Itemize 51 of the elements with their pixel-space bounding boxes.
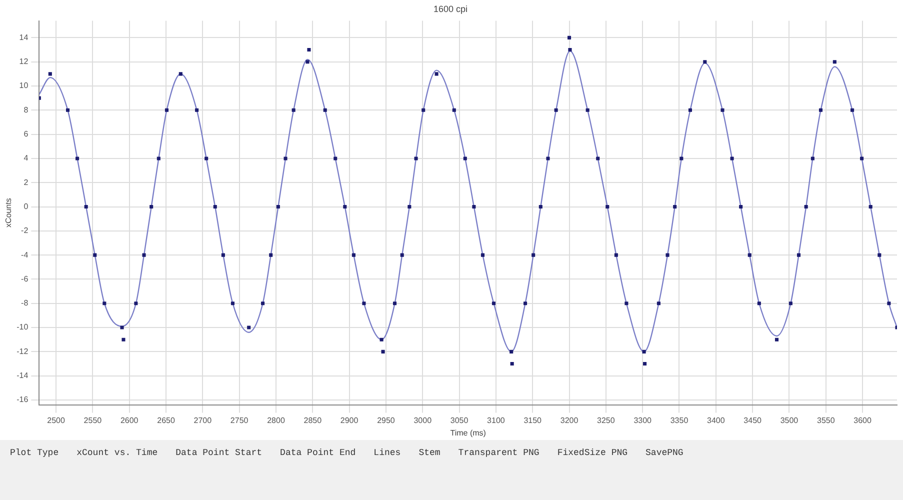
y-tick-label: -16 (16, 395, 29, 404)
x-tick-label: 3500 (780, 416, 799, 425)
x-tick-label: 3200 (560, 416, 579, 425)
y-tick-label: -12 (16, 346, 29, 356)
x-tick-label: 3600 (854, 416, 872, 425)
x-tick-label: 3550 (816, 416, 836, 425)
text: xCount vs. Time (76, 448, 158, 458)
y-tick-label: -10 (16, 322, 29, 332)
y-tick-label: 0 (24, 202, 29, 211)
y-tick-label: 14 (19, 32, 29, 42)
x-tick-label: 3450 (744, 416, 762, 425)
text: FixedSize PNG (557, 448, 628, 458)
chart-subtitle: 1600 cpi (433, 4, 468, 14)
x-tick-label: 2750 (230, 416, 249, 425)
x-tick-label: 2900 (340, 416, 359, 425)
y-tick-label: 12 (19, 57, 29, 66)
x-tick-label: 3350 (670, 416, 689, 425)
y-tick-label: -6 (21, 274, 29, 284)
y-tick-label: -2 (21, 226, 29, 236)
x-tick-label: 3000 (414, 416, 432, 425)
x-tick-label: 3150 (524, 416, 542, 425)
text: Plot Type (10, 448, 59, 458)
x-tick-label: 2600 (120, 416, 139, 425)
y-tick-label: -8 (21, 298, 29, 308)
y-tick-label: 8 (24, 105, 29, 114)
y-tick-label: -4 (21, 250, 29, 260)
y-tick-label: 2 (24, 178, 29, 187)
x-tick-label: 2650 (157, 416, 176, 425)
x-tick-label: 3250 (597, 416, 616, 425)
x-tick-label: 2700 (194, 416, 212, 425)
x-tick-label: 3100 (487, 416, 506, 425)
y-tick-label: -14 (16, 371, 29, 380)
x-tick-label: 3400 (707, 416, 726, 425)
y-tick-label: 10 (19, 81, 29, 90)
y-tick-label: 6 (24, 130, 29, 139)
x-tick-label: 2950 (377, 416, 396, 425)
text: SavePNG (646, 448, 684, 458)
text: Transparent PNG (458, 448, 540, 458)
x-tick-label: 2500 (47, 416, 66, 425)
x-axis-title: Time (ms) (450, 428, 486, 438)
x-tick-label: 2550 (84, 416, 102, 425)
text: Lines (374, 448, 401, 458)
text: Data Point End (280, 448, 356, 458)
text: Data Point Start (176, 448, 262, 458)
text: Stem (418, 448, 440, 458)
y-tick-label: 4 (24, 154, 29, 163)
x-tick-label: 2800 (267, 416, 286, 425)
x-tick-label: 2850 (304, 416, 322, 425)
x-tick-label: 3050 (450, 416, 469, 425)
x-tick-label: 3300 (634, 416, 652, 425)
y-axis-title: xCounts (4, 198, 14, 228)
